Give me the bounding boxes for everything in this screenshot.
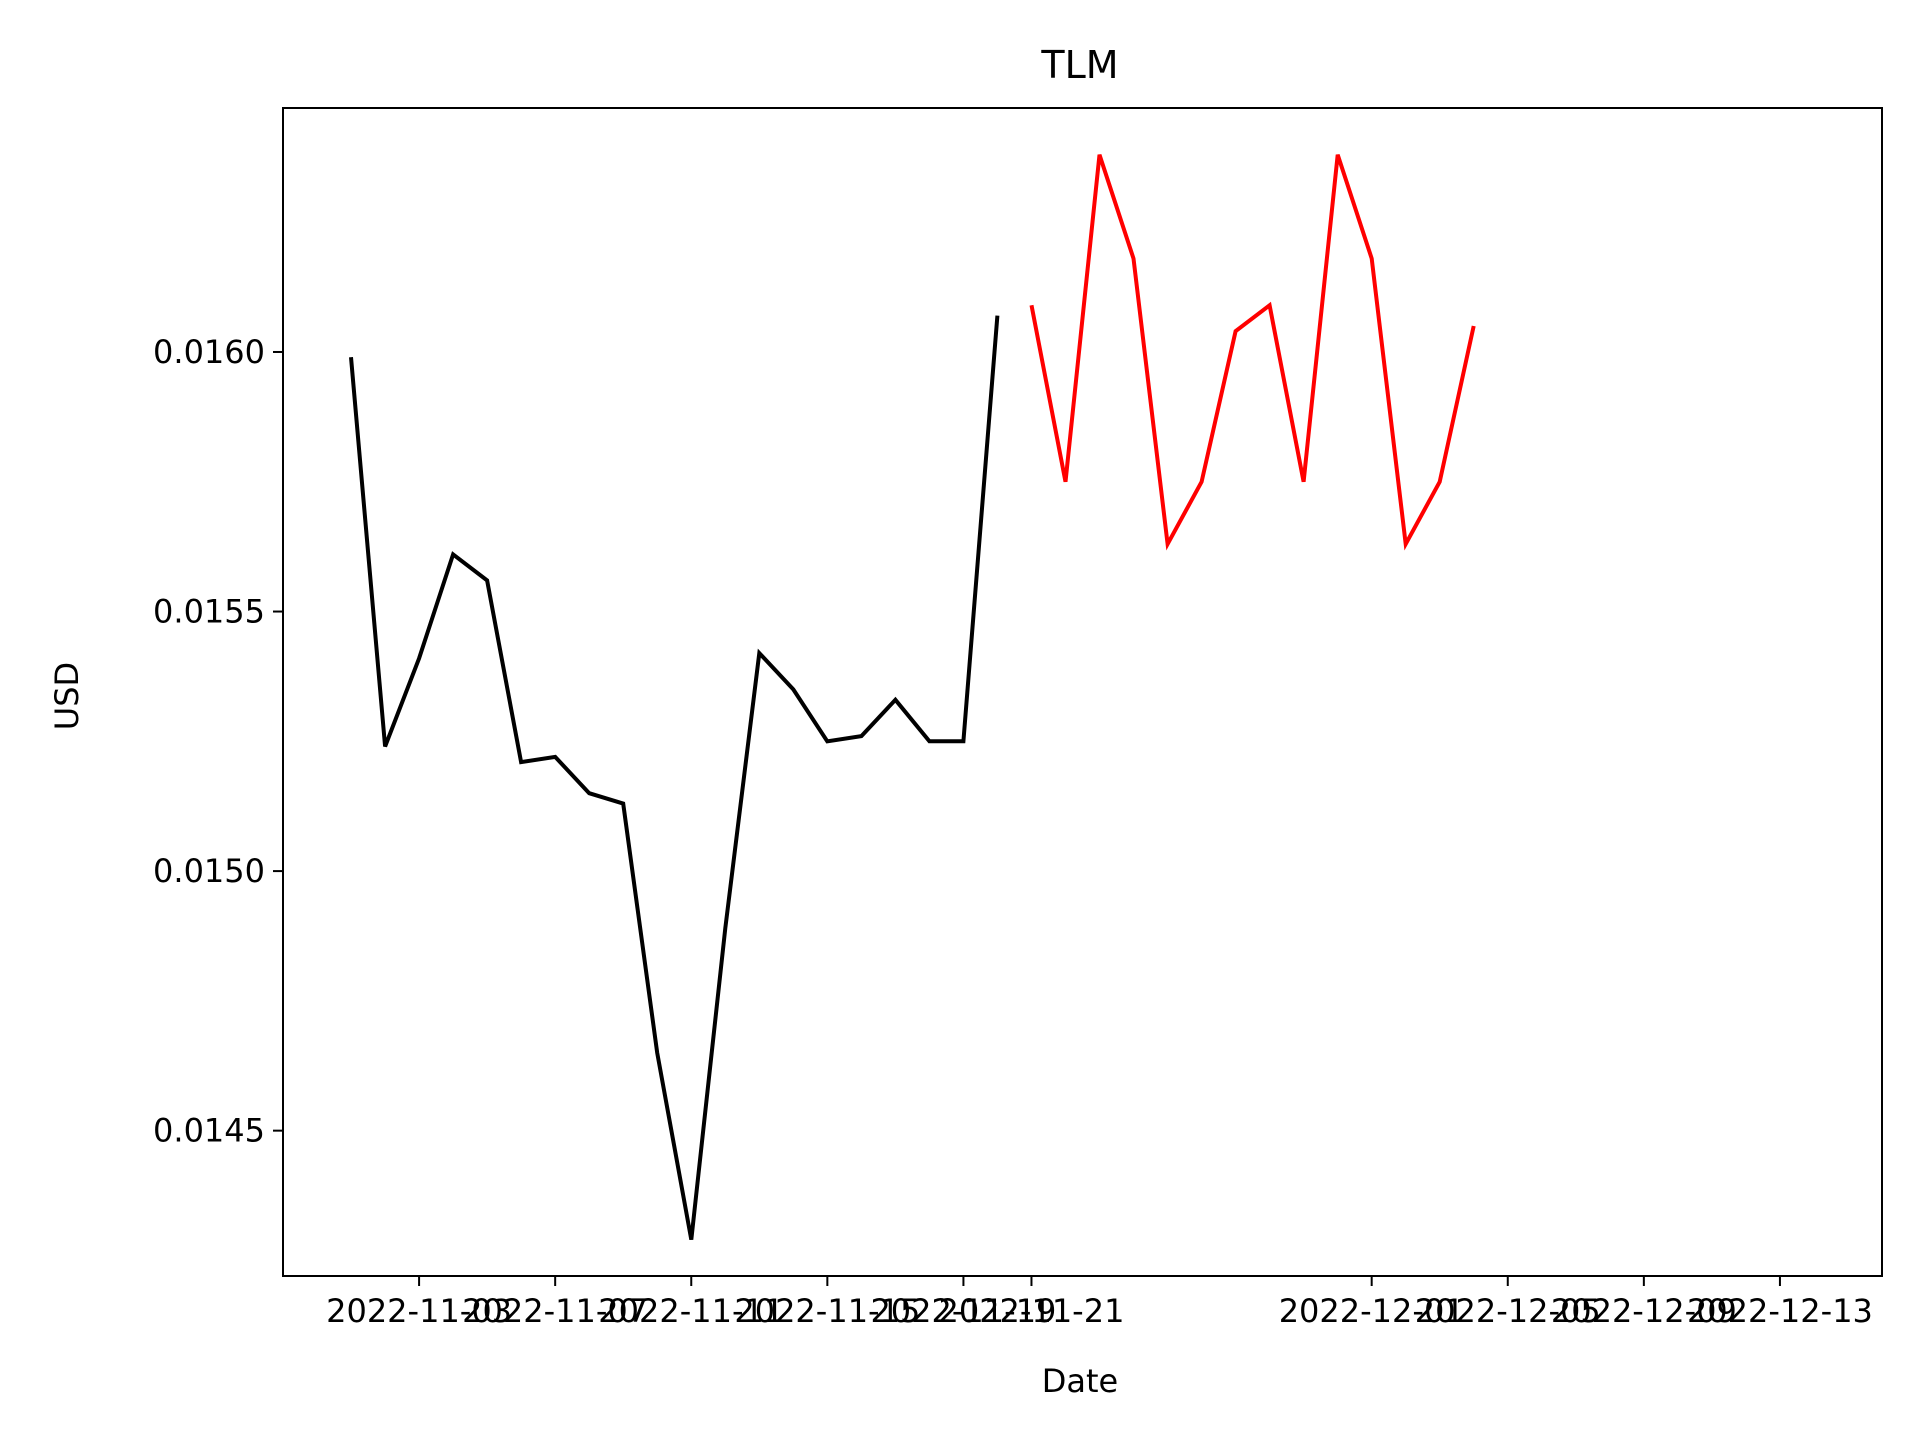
x-tick-label: 2022-11-19 [870,1292,1056,1330]
y-axis-label: USD [48,662,86,730]
y-tick-label: 0.0160 [153,333,265,371]
series-line-1 [349,315,1000,1241]
x-tick-label: 2022-12-09 [1551,1292,1737,1330]
x-axis-ticks: 2022-11-032022-11-072022-11-112022-11-15… [326,1276,1873,1330]
y-tick-label: 0.0155 [153,593,265,631]
plot-frame [282,107,1883,1277]
x-tick-label: 2022-12-05 [1415,1292,1601,1330]
x-tick-label: 2022-12-13 [1687,1292,1873,1330]
y-axis-ticks: 0.0145 0.0150 0.0155 0.0160 [153,333,283,1150]
x-tick-label: 2022-11-07 [462,1292,648,1330]
x-axis-label: Date [1042,1362,1118,1400]
y-tick-label: 0.0150 [153,852,265,890]
x-tick-label: 2022-11-15 [734,1292,920,1330]
series-line-2 [1029,154,1476,551]
x-tick-label: 2022-11-03 [326,1292,512,1330]
x-tick-label: 2022-12-01 [1279,1292,1465,1330]
y-tick-label: 0.0145 [153,1112,265,1150]
x-tick-label: 2022-11-21 [938,1292,1124,1330]
series-layer [349,154,1476,1241]
x-tick-label: 2022-11-11 [598,1292,784,1330]
chart-title: TLM [1040,43,1118,87]
